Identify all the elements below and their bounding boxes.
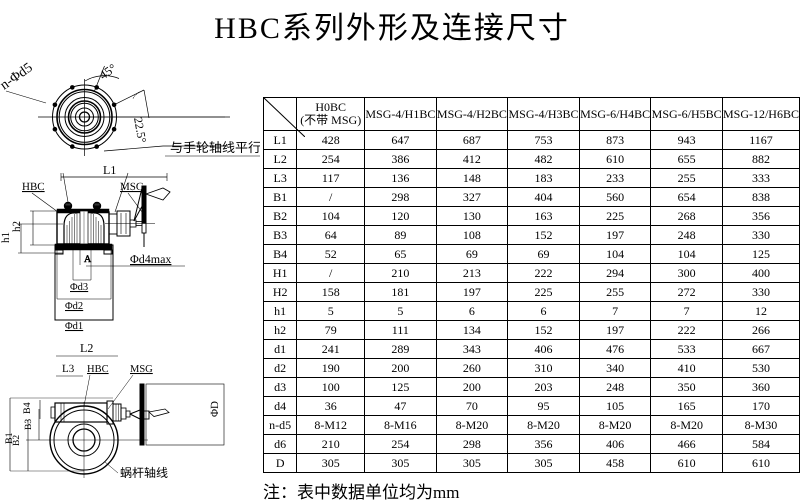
svg-text:22.5°: 22.5° (131, 116, 149, 144)
svg-text:h1: h1 (0, 232, 12, 243)
svg-text:Φd3: Φd3 (70, 282, 88, 293)
svg-text:B3: B3 (24, 419, 34, 430)
svg-text:B4: B4 (22, 402, 33, 414)
svg-text:与手轮轴线平行: 与手轮轴线平行 (170, 140, 260, 155)
svg-text:HBC: HBC (87, 364, 109, 375)
svg-text:MSG: MSG (130, 364, 153, 375)
svg-text:B2: B2 (12, 435, 22, 446)
svg-text:Φd2: Φd2 (65, 301, 83, 312)
svg-text:HBC: HBC (22, 181, 45, 193)
svg-text:Φd1: Φd1 (65, 321, 83, 332)
svg-text:ΦD: ΦD (209, 401, 221, 417)
svg-text:L3: L3 (62, 363, 75, 375)
svg-text:L2: L2 (80, 341, 93, 355)
svg-text:L1: L1 (103, 163, 116, 177)
svg-text:45°: 45° (97, 61, 119, 83)
svg-text:蜗杆轴线: 蜗杆轴线 (120, 466, 168, 480)
svg-text:n-Φd5: n-Φd5 (0, 60, 36, 93)
svg-text:Φd4max: Φd4max (130, 252, 171, 266)
